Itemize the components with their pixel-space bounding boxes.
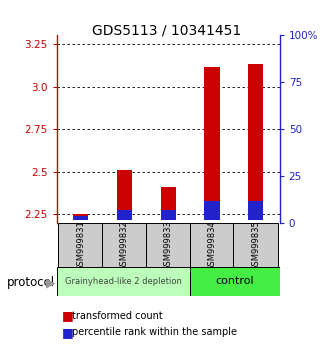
Text: ■: ■: [62, 309, 73, 322]
Text: ■: ■: [62, 326, 73, 338]
Text: GSM999833: GSM999833: [164, 220, 173, 270]
Bar: [117, 210, 132, 219]
Bar: [204, 67, 219, 219]
Bar: [190, 267, 280, 296]
Bar: [73, 216, 88, 219]
Bar: [73, 214, 88, 219]
Bar: [233, 223, 278, 267]
Text: GDS5113 / 10341451: GDS5113 / 10341451: [92, 23, 241, 37]
Bar: [117, 170, 132, 219]
Bar: [161, 210, 176, 219]
Text: percentile rank within the sample: percentile rank within the sample: [72, 327, 236, 337]
Text: ▶: ▶: [46, 276, 55, 289]
Bar: [204, 201, 219, 219]
Bar: [146, 223, 190, 267]
Text: control: control: [215, 276, 254, 286]
Bar: [57, 267, 190, 296]
Bar: [102, 223, 147, 267]
Text: Grainyhead-like 2 depletion: Grainyhead-like 2 depletion: [65, 277, 182, 286]
Text: GSM999831: GSM999831: [76, 220, 85, 270]
Bar: [189, 223, 234, 267]
Text: transformed count: transformed count: [72, 311, 163, 321]
Text: GSM999835: GSM999835: [251, 220, 260, 270]
Text: GSM999832: GSM999832: [120, 220, 129, 270]
Text: GSM999834: GSM999834: [207, 220, 216, 270]
Bar: [161, 187, 176, 219]
Bar: [58, 223, 103, 267]
Bar: [248, 201, 263, 219]
Bar: [248, 64, 263, 219]
Text: protocol: protocol: [7, 276, 55, 289]
